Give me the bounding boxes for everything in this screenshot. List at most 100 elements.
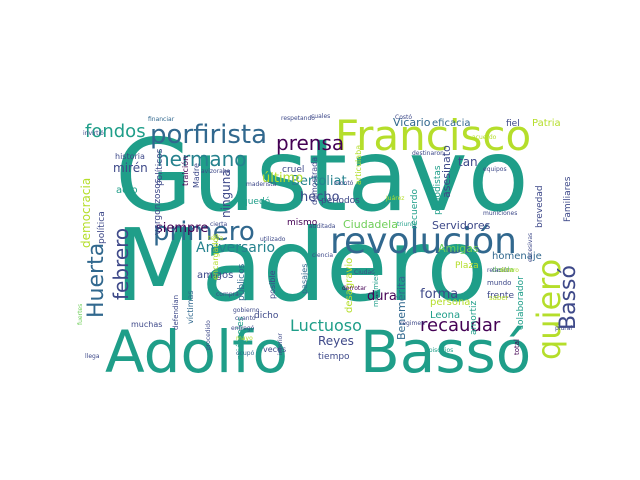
cloud-word: cruel: [282, 165, 304, 175]
cloud-word: primero: [153, 217, 255, 247]
cloud-word: recaudar: [420, 315, 501, 336]
cloud-word: asesinato: [440, 145, 453, 198]
cloud-word: Reyes: [318, 334, 354, 348]
cloud-word: Bassó: [556, 265, 581, 330]
cloud-word: auditada: [309, 223, 336, 230]
cloud-word: historia: [115, 152, 145, 161]
cloud-word: demostrada: [310, 157, 319, 205]
cloud-word: colaborador: [516, 276, 526, 330]
cloud-word: equipos: [483, 166, 507, 173]
cloud-word: procedido: [205, 320, 212, 350]
cloud-word: política: [97, 211, 107, 244]
cloud-word: mismo: [287, 218, 318, 228]
cloud-word: deuda: [492, 266, 514, 274]
cloud-word: miércoles: [235, 316, 246, 360]
cloud-word: articulaba: [354, 145, 363, 185]
cloud-word: cierta: [210, 221, 227, 228]
cloud-word: recuerdo: [410, 189, 420, 229]
cloud-word: políticos: [155, 148, 165, 186]
cloud-word: invirtió: [83, 130, 104, 137]
cloud-word: ocupó: [236, 350, 255, 357]
cloud-word: siempre: [156, 221, 208, 236]
cloud-word: llega: [85, 353, 100, 360]
cloud-word: montó: [334, 180, 354, 187]
cloud-word: brevedad: [535, 185, 545, 228]
cloud-word: acto: [116, 185, 138, 196]
cloud-word: fiel: [506, 119, 520, 129]
cloud-word: entregó: [231, 325, 255, 332]
cloud-word: Bassó: [360, 318, 531, 386]
cloud-word: Vicario: [393, 116, 431, 129]
cloud-word: gobierno: [233, 307, 260, 314]
cloud-word: último: [262, 171, 303, 186]
cloud-word: plural: [555, 325, 572, 332]
cloud-word: períodos: [321, 196, 360, 206]
cloud-word: Aniversario: [196, 240, 275, 256]
cloud-word: Plaza: [455, 261, 479, 271]
cloud-word: derrotar: [342, 285, 367, 292]
cloud-word: triunfo: [397, 221, 417, 228]
cloud-word: febrero: [109, 228, 133, 300]
cloud-word: financiar: [148, 116, 175, 123]
cloud-word: excesivas: [527, 233, 534, 262]
cloud-word: cuanto: [235, 315, 256, 322]
cloud-word: persona: [430, 297, 470, 308]
cloud-word: eficacia: [432, 118, 470, 129]
cloud-word: relación: [487, 267, 511, 274]
cloud-word: movimiento: [372, 265, 380, 307]
cloud-word: utilizado: [260, 236, 286, 243]
cloud-word: Bertoliat: [291, 174, 347, 189]
cloud-word: avizoraba: [201, 168, 231, 175]
cloud-word: Familiares: [563, 176, 573, 222]
cloud-word: hermano: [157, 147, 247, 171]
cloud-word: fondos: [85, 121, 146, 142]
cloud-word: defendían: [172, 295, 180, 330]
cloud-word: homenaje: [492, 251, 542, 262]
cloud-word: encargados: [211, 233, 220, 280]
cloud-word: posible: [268, 270, 277, 299]
cloud-word: porfirista: [150, 120, 267, 150]
cloud-word: saber: [489, 294, 509, 302]
cloud-word: Patria: [532, 118, 561, 129]
cloud-word: veces: [263, 345, 286, 354]
cloud-word: maderista: [246, 181, 277, 188]
cloud-word: vergonzosos: [153, 178, 163, 235]
cloud-word: hecho: [300, 190, 340, 205]
cloud-word: Benemérita: [395, 276, 408, 340]
cloud-word: muchas: [131, 320, 162, 329]
cloud-word: interior: [277, 333, 284, 355]
cloud-word: acuerdo: [472, 134, 497, 141]
cloud-word: Amigas: [438, 242, 479, 255]
cloud-word: régimen: [400, 320, 425, 327]
cloud-word: quedó: [242, 196, 271, 207]
cloud-word: Adolfo: [105, 318, 288, 386]
cloud-word: Ciudadela: [343, 218, 398, 231]
cloud-word: traición: [180, 156, 190, 186]
cloud-word: Leona: [430, 310, 460, 321]
cloud-word: ninguna: [219, 169, 233, 218]
cloud-word: destinaron: [412, 150, 444, 157]
cloud-word: total: [513, 339, 521, 355]
cloud-word: Madre: [192, 163, 201, 188]
cloud-word: Francisco: [335, 111, 531, 160]
cloud-word: mirén: [113, 161, 148, 175]
cloud-word: Gustavo: [115, 117, 529, 234]
cloud-word: amigos: [197, 270, 233, 281]
cloud-word: cuales: [311, 113, 330, 120]
cloud-word: Juárez: [385, 195, 404, 202]
cloud-word: Costó: [395, 114, 412, 121]
cloud-word: desagravio: [344, 258, 355, 313]
cloud-word: frente: [487, 291, 514, 301]
cloud-word: ciencia: [312, 252, 333, 259]
cloud-word: dinero: [500, 267, 519, 274]
cloud-word: tan: [458, 155, 478, 169]
cloud-word: compra: [216, 291, 239, 298]
cloud-word: democracia: [79, 178, 93, 248]
cloud-word: amortiz: [469, 300, 479, 335]
cloud-word: Huerta: [84, 243, 109, 318]
cloud-word: Servidores: [432, 219, 491, 232]
cloud-word: dicho: [254, 311, 279, 321]
cloud-word: municiones: [483, 210, 517, 217]
cloud-word: periodistas: [433, 165, 443, 215]
